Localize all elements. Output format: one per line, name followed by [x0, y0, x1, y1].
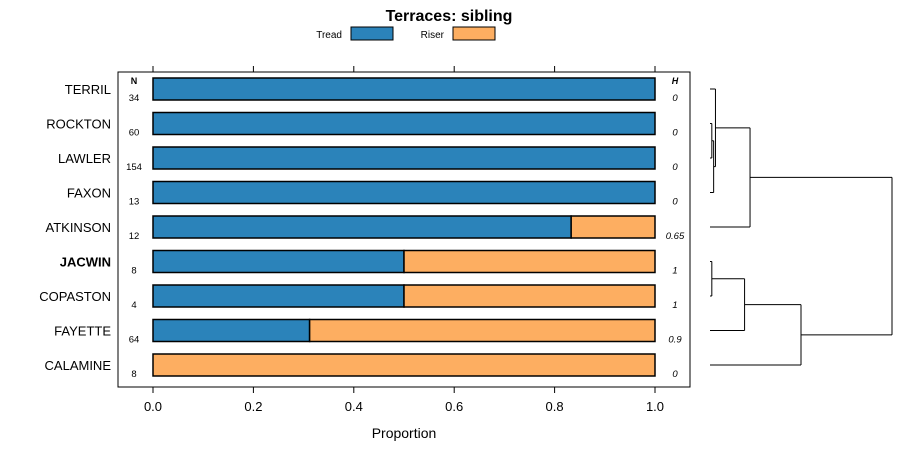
bar-tread-lawler — [152, 146, 656, 170]
bar-tread-faxon — [152, 180, 656, 205]
legend-swatch-riser — [452, 26, 496, 41]
x-tick-label: 0.2 — [244, 399, 262, 414]
n-value-calamine: 8 — [131, 369, 136, 380]
category-label-lawler: LAWLER — [58, 151, 111, 166]
bar-riser-fayette — [308, 318, 656, 343]
x-tick-label: 0.0 — [144, 399, 162, 414]
bar-riser-jacwin — [403, 249, 656, 274]
bar-tread-rockton — [152, 111, 656, 136]
category-label-fayette: FAYETTE — [54, 324, 111, 339]
h-value-calamine: 0 — [672, 369, 678, 380]
h-value-jacwin: 1 — [672, 266, 677, 277]
n-value-jacwin: 8 — [131, 266, 136, 277]
x-tick-label: 0.8 — [546, 399, 564, 414]
dendrogram — [710, 88, 893, 366]
n-value-atkinson: 12 — [129, 231, 140, 242]
h-value-copaston: 1 — [672, 300, 677, 311]
n-value-copaston: 4 — [131, 300, 136, 311]
bar-tread-jacwin — [152, 249, 405, 274]
category-label-copaston: COPASTON — [39, 289, 111, 304]
bar-tread-fayette — [152, 318, 311, 343]
category-label-faxon: FAXON — [67, 186, 111, 201]
x-axis: 0.0 0.2 0.4 0.6 0.8 1.0 — [144, 66, 664, 414]
h-column-header: H — [672, 76, 679, 86]
h-value-lawler: 0 — [672, 162, 678, 173]
bar-riser-copaston — [403, 284, 656, 308]
chart-title: Terraces: sibling — [386, 8, 513, 25]
category-labels: TERRIL 34 0 ROCKTON 60 0 LAWLER 154 0 FAXON 13 0 ATK… — [39, 82, 685, 380]
bar-tread-copaston — [152, 284, 405, 308]
bar-riser-calamine — [152, 353, 656, 377]
bar-tread-atkinson — [152, 215, 572, 239]
plot-frame — [117, 71, 691, 388]
legend-label-riser: Riser — [421, 30, 445, 41]
category-label-calamine: CALAMINE — [45, 358, 112, 373]
category-label-atkinson: ATKINSON — [46, 220, 112, 235]
category-label-rockton: ROCKTON — [46, 117, 111, 132]
bars-layer — [152, 77, 656, 377]
x-axis-label: Proportion — [372, 425, 437, 441]
h-value-atkinson: 0.65 — [666, 231, 685, 242]
legend-label-tread: Tread — [316, 30, 342, 41]
n-value-terril: 34 — [129, 93, 140, 104]
n-value-lawler: 154 — [126, 162, 142, 173]
x-tick-label: 0.6 — [445, 399, 463, 414]
x-tick-label: 1.0 — [646, 399, 664, 414]
x-tick-label: 0.4 — [345, 399, 363, 414]
n-value-rockton: 60 — [129, 128, 140, 139]
n-value-faxon: 13 — [129, 197, 140, 208]
bar-tread-terril — [152, 77, 656, 101]
category-label-jacwin: JACWIN — [60, 255, 111, 270]
h-value-rockton: 0 — [672, 128, 678, 139]
n-column-header: N — [131, 76, 138, 86]
h-value-faxon: 0 — [672, 197, 678, 208]
h-value-fayette: 0.9 — [668, 335, 682, 346]
n-value-fayette: 64 — [129, 335, 140, 346]
legend: Tread Riser — [316, 26, 496, 41]
bar-riser-atkinson — [570, 215, 656, 239]
legend-swatch-tread — [350, 26, 394, 41]
h-value-terril: 0 — [672, 93, 678, 104]
category-label-terril: TERRIL — [65, 82, 111, 97]
